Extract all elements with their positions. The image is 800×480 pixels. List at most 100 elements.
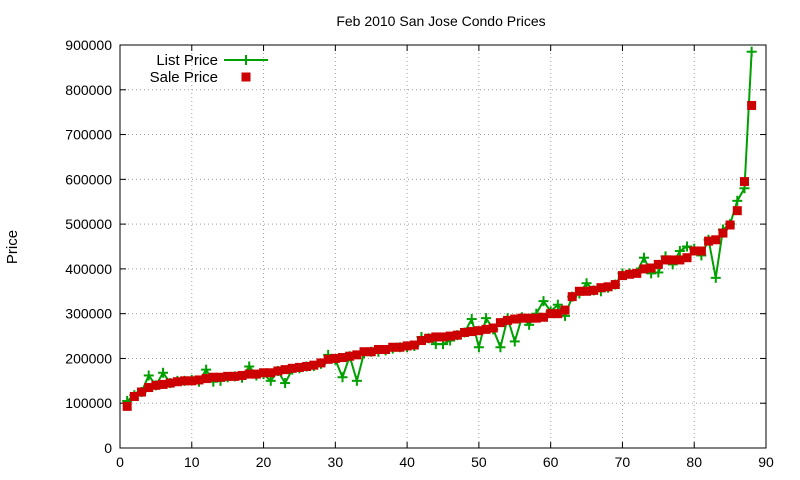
data-point — [495, 318, 505, 328]
data-point — [201, 364, 212, 375]
data-point — [438, 332, 448, 342]
data-point — [172, 377, 182, 387]
data-point — [194, 375, 204, 385]
data-point — [538, 296, 549, 307]
data-point — [402, 341, 412, 351]
legend-marker — [241, 72, 251, 82]
y-tick-label: 700000 — [65, 127, 112, 143]
data-point — [302, 362, 312, 372]
data-point — [481, 324, 491, 334]
data-point — [316, 358, 326, 368]
data-point — [466, 314, 477, 325]
data-point — [158, 367, 169, 378]
data-point — [309, 360, 319, 370]
y-tick-label: 800000 — [65, 82, 112, 98]
data-point — [416, 336, 426, 346]
data-point — [129, 392, 139, 402]
data-point — [208, 372, 218, 382]
data-point — [215, 372, 225, 382]
data-point — [524, 313, 534, 323]
data-point — [287, 363, 297, 373]
data-point — [495, 342, 506, 353]
data-point — [552, 299, 563, 310]
data-point — [746, 46, 757, 57]
data-point — [359, 347, 369, 357]
data-point — [452, 330, 462, 340]
data-point — [725, 220, 735, 230]
data-point — [187, 376, 197, 386]
x-tick-label: 10 — [184, 454, 200, 470]
data-point — [251, 369, 261, 379]
data-point — [337, 372, 348, 383]
data-point — [638, 252, 649, 263]
data-point — [668, 255, 678, 265]
x-tick-label: 90 — [758, 454, 774, 470]
data-point — [244, 369, 254, 379]
data-point — [610, 280, 620, 290]
legend-label: Sale Price — [150, 69, 218, 86]
y-tick-label: 400000 — [65, 261, 112, 277]
data-point — [223, 371, 233, 381]
data-point — [345, 351, 355, 361]
y-tick-label: 300000 — [65, 306, 112, 322]
data-point — [338, 353, 348, 363]
series-list-price — [122, 46, 757, 406]
data-point — [424, 333, 434, 343]
data-point — [639, 264, 649, 274]
data-point — [273, 366, 283, 376]
data-point — [265, 375, 276, 386]
legend-marker — [241, 55, 251, 65]
data-point — [467, 327, 477, 337]
y-tick-label: 200000 — [65, 350, 112, 366]
chart-title: Feb 2010 San Jose Condo Prices — [336, 13, 545, 29]
data-point — [323, 354, 333, 364]
data-point — [445, 331, 455, 341]
data-point — [531, 313, 541, 323]
x-tick-label: 80 — [686, 454, 702, 470]
data-point — [509, 336, 520, 347]
data-point — [165, 378, 175, 388]
y-tick-label: 0 — [104, 440, 112, 456]
data-point — [474, 326, 484, 336]
data-point — [352, 350, 362, 360]
data-point — [661, 255, 671, 265]
y-axis-label: Price — [4, 230, 21, 264]
data-point — [395, 342, 405, 352]
data-point — [488, 323, 498, 333]
x-tick-label: 60 — [543, 454, 559, 470]
data-point — [739, 177, 749, 187]
data-point — [589, 285, 599, 295]
data-point — [625, 269, 635, 279]
data-point — [237, 370, 247, 380]
data-point — [646, 263, 656, 273]
data-point — [409, 340, 419, 350]
data-point — [581, 278, 592, 289]
data-point — [158, 379, 168, 389]
data-point — [653, 259, 663, 269]
plot-frame — [119, 44, 767, 449]
data-point — [732, 206, 742, 216]
data-point — [596, 283, 606, 293]
data-point — [144, 383, 154, 393]
data-point — [632, 268, 642, 278]
x-tick-label: 40 — [399, 454, 415, 470]
data-point — [546, 309, 556, 319]
data-point — [538, 312, 548, 322]
data-point — [366, 347, 376, 357]
legend-label: List Price — [156, 52, 218, 69]
y-tick-label: 100000 — [65, 395, 112, 411]
data-point — [388, 342, 398, 352]
data-point — [574, 286, 584, 296]
tick-labels: 0 10 20 30 40 50 60 70 80 90 0 100000 200000 300000 40… — [65, 37, 774, 470]
data-point — [718, 228, 728, 238]
series-layer — [122, 46, 757, 411]
y-tick-label: 600000 — [65, 171, 112, 187]
data-point — [259, 368, 269, 378]
x-tick-label: 20 — [256, 454, 272, 470]
data-point — [510, 314, 520, 324]
data-point — [280, 365, 290, 375]
data-point — [201, 374, 211, 384]
data-point — [381, 344, 391, 354]
